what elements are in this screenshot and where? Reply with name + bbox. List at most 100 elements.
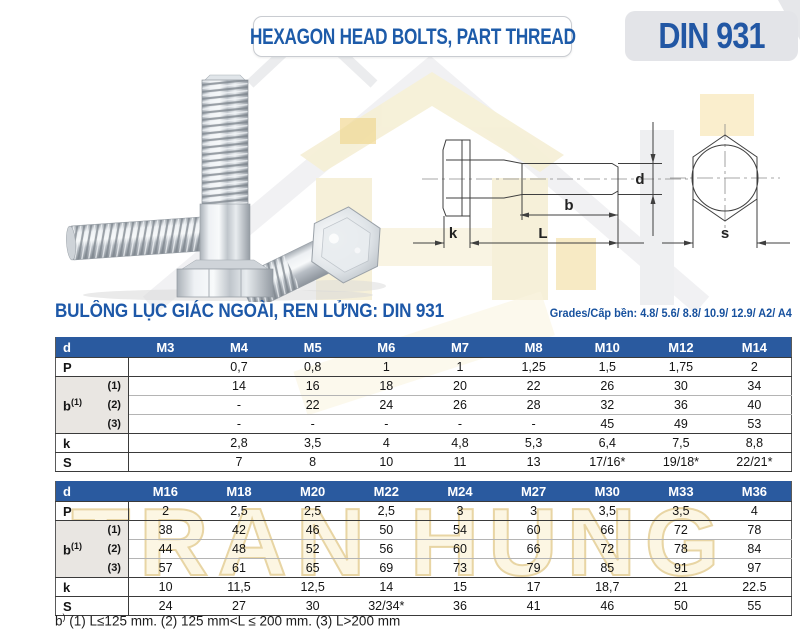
col-header-m12: M12: [644, 337, 718, 358]
footnote: b) (1) L≤125 mm. (2) 125 mm<L ≤ 200 mm. …: [55, 612, 400, 629]
header-title-box: HEXAGON HEAD BOLTS, PART THREAD: [250, 16, 576, 57]
value-cell: 42: [202, 520, 276, 540]
value-cell: 3,5: [644, 501, 718, 521]
col-header-d: d: [55, 481, 129, 502]
value-cell: 14: [349, 577, 424, 597]
value-cell: 2,5: [275, 501, 350, 521]
value-cell: 0,7: [202, 357, 276, 377]
table-row: S 7 8 10 11 13 17/16* 19/18* 22/21*: [55, 452, 792, 472]
value-cell: 32/34*: [349, 596, 424, 616]
sub-label: (3): [100, 414, 130, 434]
bolt-vertical: [176, 74, 274, 298]
row-label-k: k: [55, 577, 130, 597]
value-cell: 22: [275, 395, 350, 415]
value-cell: 2,8: [202, 433, 276, 453]
col-header-m20: M20: [275, 481, 350, 502]
value-cell: 10: [128, 577, 203, 597]
value-cell: [128, 357, 203, 377]
col-header-m6: M6: [349, 337, 424, 358]
table-row: S 24 27 30 32/34* 36 41 46 50 55: [55, 596, 792, 616]
table-row: P 2 2,5 2,5 2,5 3 3 3,5 3,5 4: [55, 501, 792, 521]
value-cell: 46: [570, 596, 645, 616]
value-cell: 22/21*: [717, 452, 792, 472]
value-cell: 61: [202, 558, 276, 578]
sub-label: (2): [100, 395, 130, 415]
value-cell: [128, 433, 203, 453]
value-cell: 15: [423, 577, 497, 597]
grades-label: Grades/Cấp bền: 4.8/ 5.6/ 8.8/ 10.9/ 12.…: [549, 308, 792, 320]
value-cell: 36: [644, 395, 718, 415]
value-cell: 36: [423, 596, 497, 616]
value-cell: -: [349, 414, 424, 434]
dim-label-s: s: [721, 225, 729, 242]
bolt-horizontal: [66, 215, 229, 261]
value-cell: 3: [423, 501, 497, 521]
value-cell: -: [202, 414, 276, 434]
value-cell: 72: [644, 520, 718, 540]
value-cell: 2,5: [202, 501, 276, 521]
section-title: BULÔNG LỤC GIÁC NGOÀI, REN LỬNG: DIN 931: [55, 301, 444, 322]
col-header-m5: M5: [275, 337, 350, 358]
value-cell: 17: [496, 577, 571, 597]
value-cell: 0,8: [275, 357, 350, 377]
value-cell: 7,5: [644, 433, 718, 453]
row-label-k: k: [55, 433, 130, 453]
col-header-m18: M18: [202, 481, 276, 502]
value-cell: 46: [275, 520, 350, 540]
value-cell: 38: [128, 520, 203, 540]
col-header-m14: M14: [717, 337, 792, 358]
value-cell: 28: [496, 395, 571, 415]
value-cell: 4: [349, 433, 424, 453]
footnote-symbol: b: [55, 613, 63, 629]
value-cell: 56: [349, 539, 424, 559]
value-cell: 91: [644, 558, 718, 578]
value-cell: 3,5: [570, 501, 645, 521]
value-cell: 78: [717, 520, 792, 540]
section-title-row: BULÔNG LỤC GIÁC NGOÀI, REN LỬNG: DIN 931…: [55, 301, 792, 323]
value-cell: 79: [496, 558, 571, 578]
value-cell: 34: [717, 376, 792, 396]
table-row: (3) 57 61 65 69 73 79 85 91 97: [56, 558, 792, 578]
sub-label: (3): [100, 558, 130, 578]
value-cell: 41: [496, 596, 571, 616]
value-cell: 49: [644, 414, 718, 434]
row-label-P: P: [55, 357, 130, 377]
spec-table-m16-m36: d M16 M18 M20 M22 M24 M27 M30 M33 M36 P 2 2,5 2,5 2,5 3…: [55, 481, 792, 616]
dim-label-L: L: [538, 225, 547, 242]
value-cell: 84: [717, 539, 792, 559]
col-header-m3: M3: [128, 337, 203, 358]
value-cell: [128, 395, 203, 415]
value-cell: 2,5: [349, 501, 424, 521]
value-cell: 30: [275, 596, 350, 616]
table-row: k 10 11,5 12,5 14 15 17 18,7 21 22.5: [55, 577, 792, 597]
sub-label: (1): [100, 520, 130, 540]
value-cell: 5,3: [496, 433, 571, 453]
col-header-m27: M27: [496, 481, 571, 502]
value-cell: 17/16*: [570, 452, 645, 472]
footnote-sup: ): [62, 612, 66, 622]
row-label-P: P: [55, 501, 130, 521]
gray-bar: [640, 130, 674, 305]
value-cell: 20: [423, 376, 497, 396]
value-cell: 7: [202, 452, 276, 472]
value-cell: 30: [644, 376, 718, 396]
sub-label: (2): [100, 539, 130, 559]
value-cell: -: [496, 414, 571, 434]
dim-label-d: d: [635, 171, 644, 188]
value-cell: 18,7: [570, 577, 645, 597]
value-cell: 3,5: [275, 433, 350, 453]
value-cell: [128, 414, 203, 434]
value-cell: 14: [202, 376, 276, 396]
din-badge-label: DIN 931: [658, 15, 765, 56]
col-header-m30: M30: [570, 481, 645, 502]
col-header-m33: M33: [644, 481, 718, 502]
table-row: b(1) (1) 14 16 18 20 22 26 30 34: [55, 376, 792, 434]
value-cell: 22.5: [717, 577, 792, 597]
value-cell: 2: [128, 501, 203, 521]
value-cell: 1,5: [570, 357, 645, 377]
sub-label: (1): [100, 376, 130, 396]
table-row: k 2,8 3,5 4 4,8 5,3 6,4 7,5 8,8: [55, 433, 792, 453]
row-label-b: b(1): [55, 520, 101, 578]
value-cell: 72: [570, 539, 645, 559]
table-row: (2) 44 48 52 56 60 66 72 78 84: [56, 539, 792, 559]
